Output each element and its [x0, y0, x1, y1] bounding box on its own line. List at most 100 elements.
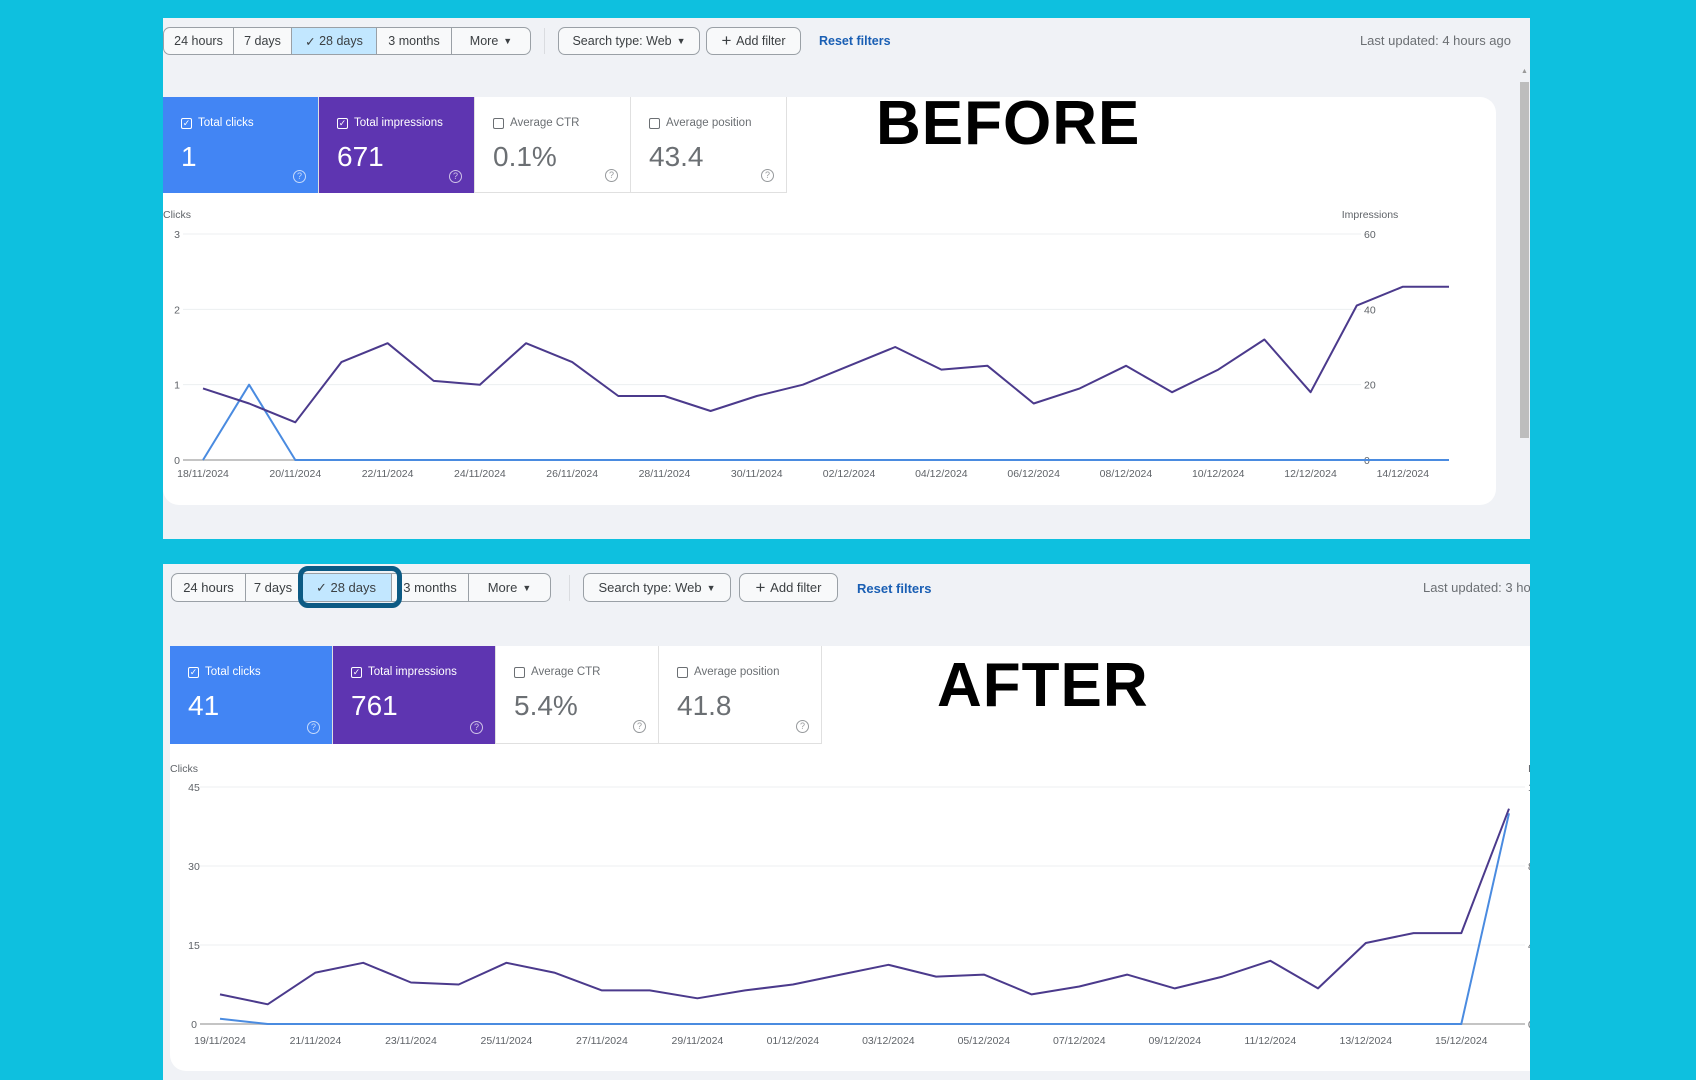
metric-value: 1: [181, 141, 197, 172]
checkbox-icon[interactable]: [677, 666, 688, 678]
add-filter-button[interactable]: + Add filter: [739, 573, 838, 602]
y-axis-label: Clicks: [163, 209, 191, 221]
scrollbar[interactable]: [1520, 82, 1529, 438]
y2-tick-label: 120: [1528, 782, 1530, 794]
range-24-hours[interactable]: 24 hours: [164, 28, 234, 54]
x-tick-label: 03/12/2024: [862, 1035, 915, 1047]
search-type-label: Search type: Web: [572, 34, 672, 48]
after-panel: 24 hours 7 days ✓ 28 days 3 months More …: [163, 564, 1530, 1080]
x-tick-label: 02/12/2024: [823, 468, 876, 480]
metric-value: 41.8: [677, 690, 732, 721]
y2-tick-label: 40: [1364, 304, 1376, 316]
add-filter-button[interactable]: + Add filter: [706, 27, 801, 55]
metric-average-position[interactable]: Average position 43.4?: [631, 97, 787, 193]
x-tick-label: 09/12/2024: [1149, 1035, 1202, 1047]
range-more[interactable]: More ▼: [452, 28, 530, 54]
checkbox-checked-icon[interactable]: ✓: [188, 666, 199, 678]
help-icon[interactable]: ?: [605, 169, 618, 182]
x-tick-label: 25/11/2024: [481, 1035, 533, 1047]
scroll-up-icon[interactable]: ▲: [1521, 68, 1528, 75]
y2-axis-label: Impressions: [1528, 763, 1530, 775]
more-label: More: [469, 34, 499, 48]
checkbox-icon[interactable]: [649, 117, 660, 129]
metric-value: 41: [188, 690, 220, 721]
checkbox-checked-icon[interactable]: ✓: [181, 117, 192, 129]
range-more[interactable]: More ▼: [469, 574, 550, 601]
x-tick-label: 01/12/2024: [767, 1035, 820, 1047]
metric-average-position[interactable]: Average position 41.8?: [659, 646, 822, 744]
x-tick-label: 15/12/2024: [1435, 1035, 1488, 1047]
range-3-months[interactable]: 3 months: [377, 28, 452, 54]
range-7-days[interactable]: 7 days: [234, 28, 292, 54]
reset-filters-link[interactable]: Reset filters: [857, 581, 932, 596]
performance-card: ✓ Total clicks 1? ✓ Total impressions 671? A…: [163, 97, 1496, 505]
metric-value: 43.4: [649, 141, 704, 172]
impressions-line: [202, 285, 1449, 424]
dropdown-arrow-icon: ▼: [671, 36, 686, 46]
metric-cards: ✓ Total clicks 1? ✓ Total impressions 671? A…: [163, 97, 787, 193]
clicks-line: [202, 383, 1449, 461]
metric-total-clicks[interactable]: ✓ Total clicks 1?: [163, 97, 319, 193]
date-range-selector: 24 hours 7 days ✓ 28 days 3 months More …: [171, 573, 551, 602]
range-3-months[interactable]: 3 months: [392, 574, 469, 601]
help-icon[interactable]: ?: [633, 720, 646, 733]
x-tick-label: 12/12/2024: [1284, 468, 1337, 480]
x-tick-label: 04/12/2024: [915, 468, 968, 480]
metric-total-impressions[interactable]: ✓ Total impressions 761?: [333, 646, 496, 744]
checkbox-icon[interactable]: [493, 117, 504, 129]
x-tick-label: 26/11/2024: [546, 468, 598, 480]
y-tick-label: 2: [174, 304, 180, 316]
last-updated: Last updated: 3 ho: [1423, 580, 1530, 595]
search-type-dropdown[interactable]: Search type: Web ▼: [558, 27, 700, 55]
y2-tick-label: 60: [1364, 229, 1376, 241]
help-icon[interactable]: ?: [761, 169, 774, 182]
metric-average-ctr[interactable]: Average CTR 0.1%?: [475, 97, 631, 193]
clicks-line: [219, 813, 1510, 1025]
metric-value: 5.4%: [514, 690, 578, 721]
range-28-days[interactable]: ✓ 28 days: [292, 28, 377, 54]
x-tick-label: 27/11/2024: [576, 1035, 628, 1047]
metric-label: Average position: [694, 666, 780, 678]
x-tick-label: 21/11/2024: [290, 1035, 342, 1047]
help-icon[interactable]: ?: [449, 170, 462, 183]
plus-icon: +: [755, 577, 771, 597]
search-type-dropdown[interactable]: Search type: Web ▼: [583, 573, 731, 602]
add-filter-label: Add filter: [770, 580, 822, 595]
performance-chart: 0 0 15 40 30 80 45 120 Clicks Impressions 19/11/20…: [170, 763, 1530, 1047]
y2-tick-label: 40: [1528, 940, 1530, 952]
metric-total-clicks[interactable]: ✓ Total clicks 41?: [170, 646, 333, 744]
y2-tick-label: 80: [1528, 861, 1530, 873]
metric-value: 671: [337, 141, 384, 172]
help-icon[interactable]: ?: [293, 170, 306, 183]
range-28-days[interactable]: ✓ 28 days: [301, 574, 392, 601]
reset-filters-link[interactable]: Reset filters: [819, 34, 891, 48]
before-label: BEFORE: [876, 89, 1141, 158]
performance-card: ✓ Total clicks 41? ✓ Total impressions 761? …: [170, 646, 1530, 1071]
y-tick-label: 1: [174, 380, 180, 392]
check-icon: ✓: [305, 34, 320, 49]
x-tick-label: 13/12/2024: [1339, 1035, 1392, 1047]
metric-label: Total impressions: [354, 117, 443, 129]
metric-total-impressions[interactable]: ✓ Total impressions 671?: [319, 97, 475, 193]
help-icon[interactable]: ?: [307, 721, 320, 734]
checkbox-checked-icon[interactable]: ✓: [337, 117, 348, 129]
x-tick-label: 24/11/2024: [454, 468, 506, 480]
y-tick-label: 0: [174, 455, 180, 467]
range-24-hours[interactable]: 24 hours: [172, 574, 246, 601]
metric-average-ctr[interactable]: Average CTR 5.4%?: [496, 646, 659, 744]
checkbox-checked-icon[interactable]: ✓: [351, 666, 362, 678]
y2-tick-label: 0: [1528, 1019, 1530, 1031]
x-tick-label: 11/12/2024: [1244, 1035, 1296, 1047]
y2-tick-label: 20: [1364, 380, 1376, 392]
x-tick-label: 30/11/2024: [731, 468, 783, 480]
check-icon: ✓: [315, 579, 331, 595]
dropdown-arrow-icon: ▼: [517, 582, 532, 593]
help-icon[interactable]: ?: [796, 720, 809, 733]
dropdown-arrow-icon: ▼: [701, 582, 716, 593]
metric-label: Total impressions: [368, 666, 457, 678]
x-tick-label: 20/11/2024: [269, 468, 321, 480]
help-icon[interactable]: ?: [470, 721, 483, 734]
checkbox-icon[interactable]: [514, 666, 525, 678]
x-tick-label: 23/11/2024: [385, 1035, 437, 1047]
